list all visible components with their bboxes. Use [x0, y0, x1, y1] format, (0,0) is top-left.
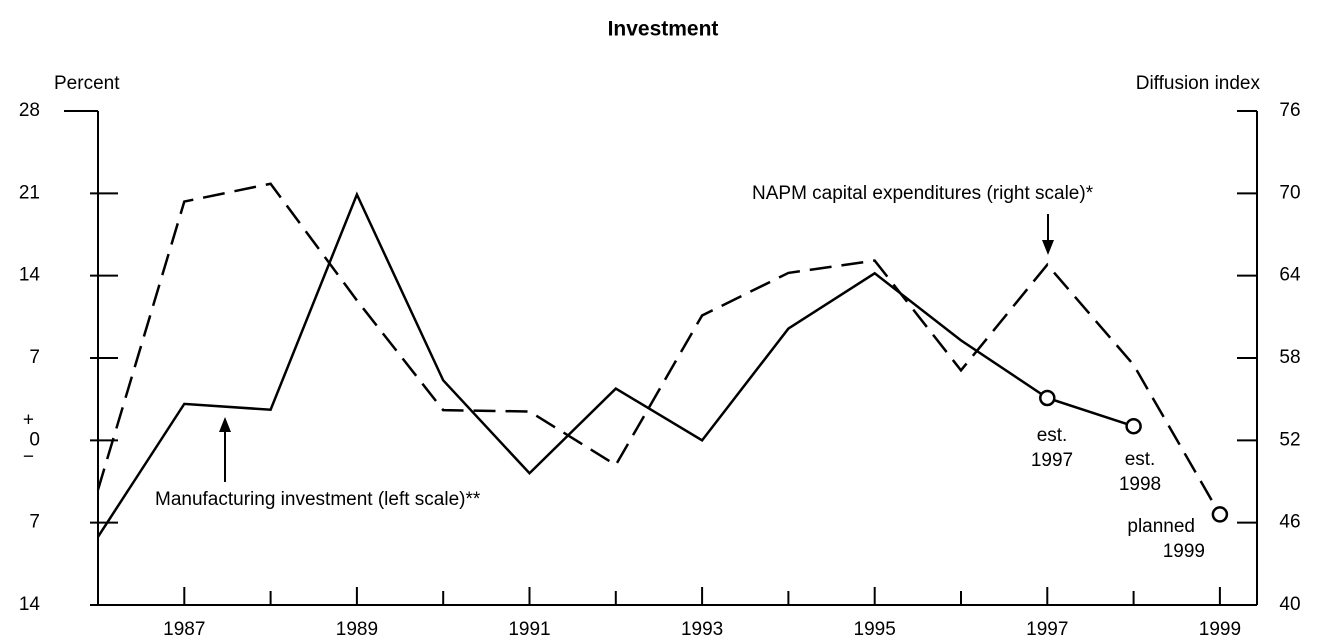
y2-tick-label: 58: [1279, 347, 1300, 368]
y2-tick-label: 40: [1279, 594, 1300, 615]
x-tick-label: 1987: [163, 619, 205, 640]
arrow-head: [1042, 240, 1054, 255]
annotation: 1997: [1031, 450, 1073, 471]
x-tick-label: 1991: [508, 619, 550, 640]
annotation: 1998: [1119, 474, 1161, 495]
series-label: Manufacturing investment (left scale)**: [155, 489, 481, 510]
y2-tick-label: 70: [1279, 182, 1300, 203]
y-tick-label: 14: [19, 265, 41, 286]
series-label: NAPM capital expenditures (right scale)*: [752, 183, 1094, 204]
x-tick-label: 1993: [681, 619, 723, 640]
annotation: est.: [1037, 425, 1068, 446]
y-tick-label: 0: [29, 429, 40, 450]
annotation: est.: [1125, 449, 1156, 470]
x-tick-label: 1999: [1199, 619, 1241, 640]
y-tick-label: 7: [29, 512, 40, 533]
y2-axis-label: Diffusion index: [1136, 73, 1261, 94]
y2-tick-label: 64: [1279, 265, 1301, 286]
y2-tick-label: 76: [1279, 100, 1300, 121]
zero-sign: +: [23, 409, 34, 430]
zero-sign: −: [23, 446, 34, 467]
marker: [1211, 506, 1229, 523]
y2-tick-label: 52: [1279, 429, 1300, 450]
y-tick-label: 21: [19, 182, 40, 203]
marker: [1125, 417, 1142, 435]
y-tick-label: 28: [19, 100, 40, 121]
annotation: 1999: [1163, 541, 1205, 562]
y-axis-label: Percent: [54, 73, 120, 94]
chart-title: Investment: [608, 18, 719, 41]
arrow-head: [219, 417, 231, 432]
y2-tick-label: 46: [1279, 512, 1300, 533]
series-line: [96, 191, 1134, 538]
series-line: [96, 182, 1221, 516]
marker: [1039, 389, 1056, 407]
y-tick-label: 14: [19, 594, 41, 615]
x-tick-label: 1995: [854, 619, 896, 640]
annotation: planned: [1127, 516, 1195, 537]
x-tick-label: 1989: [336, 619, 378, 640]
x-tick-label: 1997: [1026, 619, 1068, 640]
y-tick-label: 7: [29, 347, 40, 368]
